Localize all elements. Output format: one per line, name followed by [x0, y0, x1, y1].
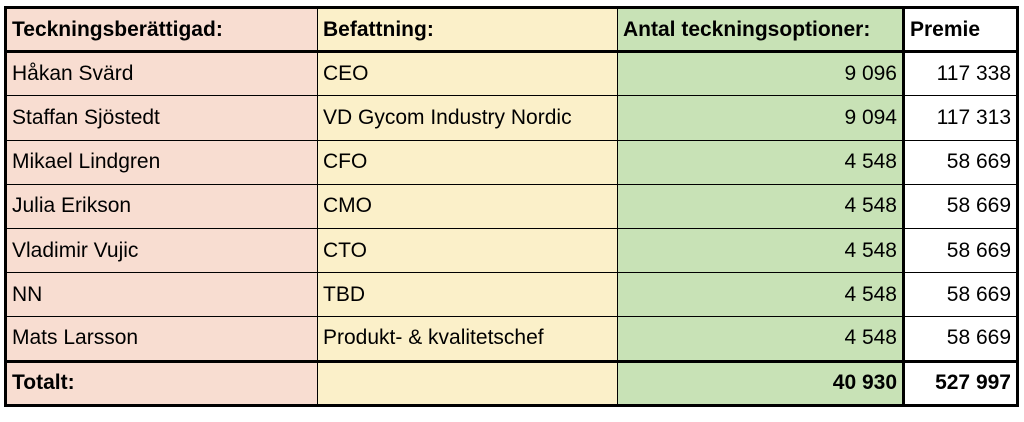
cell-name: Mats Larsson	[4, 316, 318, 362]
header-options: Antal teckningsoptioner:	[617, 5, 904, 54]
table-row: Staffan Sjöstedt VD Gycom Industry Nordi…	[4, 95, 1019, 141]
cell-premium: 58 669	[902, 316, 1019, 362]
header-name: Teckningsberättigad:	[4, 5, 318, 54]
table-row: Mikael Lindgren CFO 4 548 58 669	[4, 139, 1019, 185]
total-label: Totalt:	[4, 359, 318, 407]
table-row: Julia Erikson CMO 4 548 58 669	[4, 183, 1019, 229]
allocation-table: Teckningsberättigad: Befattning: Antal t…	[4, 5, 1019, 407]
total-premium: 527 997	[902, 359, 1019, 407]
cell-options: 4 548	[617, 316, 904, 362]
cell-options: 4 548	[617, 139, 904, 185]
header-position: Befattning:	[317, 5, 618, 54]
total-position	[317, 359, 618, 407]
cell-options: 9 096	[617, 51, 904, 97]
cell-premium: 117 313	[902, 95, 1019, 141]
header-premium: Premie	[902, 5, 1019, 54]
cell-position: TBD	[317, 272, 618, 318]
table-row: Mats Larsson Produkt- & kvalitetschef 4 …	[4, 316, 1019, 362]
cell-premium: 58 669	[902, 183, 1019, 229]
cell-name: Vladimir Vujic	[4, 227, 318, 274]
cell-position: CFO	[317, 139, 618, 185]
cell-position: CMO	[317, 183, 618, 229]
cell-options: 9 094	[617, 95, 904, 141]
cell-premium: 58 669	[902, 139, 1019, 185]
cell-position: Produkt- & kvalitetschef	[317, 316, 618, 362]
total-options: 40 930	[617, 359, 904, 407]
table-row: Håkan Svärd CEO 9 096 117 338	[4, 51, 1019, 97]
cell-name: Staffan Sjöstedt	[4, 95, 318, 141]
cell-position: CEO	[317, 51, 618, 97]
cell-name: Håkan Svärd	[4, 51, 318, 97]
cell-position: VD Gycom Industry Nordic	[317, 95, 618, 141]
cell-position: CTO	[317, 227, 618, 274]
cell-premium: 58 669	[902, 227, 1019, 274]
cell-name: Mikael Lindgren	[4, 139, 318, 185]
header-row: Teckningsberättigad: Befattning: Antal t…	[4, 5, 1019, 54]
table-row: NN TBD 4 548 58 669	[4, 272, 1019, 318]
total-row: Totalt: 40 930 527 997	[4, 359, 1019, 407]
cell-options: 4 548	[617, 227, 904, 274]
cell-name: NN	[4, 272, 318, 318]
cell-premium: 58 669	[902, 272, 1019, 318]
cell-options: 4 548	[617, 272, 904, 318]
cell-name: Julia Erikson	[4, 183, 318, 229]
table-row: Vladimir Vujic CTO 4 548 58 669	[4, 227, 1019, 274]
cell-options: 4 548	[617, 183, 904, 229]
cell-premium: 117 338	[902, 51, 1019, 97]
